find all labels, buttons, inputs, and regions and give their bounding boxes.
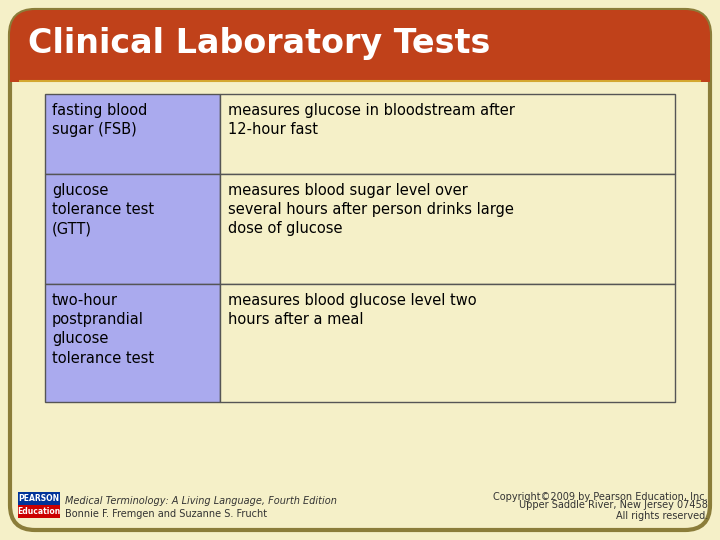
Text: measures blood glucose level two
hours after a meal: measures blood glucose level two hours a… xyxy=(228,293,477,327)
Text: measures glucose in bloodstream after
12-hour fast: measures glucose in bloodstream after 12… xyxy=(228,103,515,137)
Bar xyxy=(220,174,675,284)
Text: Bonnie F. Fremgen and Suzanne S. Frucht: Bonnie F. Fremgen and Suzanne S. Frucht xyxy=(65,509,267,519)
Text: two-hour
postprandial
glucose
tolerance test: two-hour postprandial glucose tolerance … xyxy=(52,293,154,366)
Bar xyxy=(45,94,220,174)
Text: Clinical Laboratory Tests: Clinical Laboratory Tests xyxy=(28,28,490,60)
Text: PEARSON: PEARSON xyxy=(19,494,60,503)
Bar xyxy=(18,505,60,518)
Text: Upper Saddle River, New Jersey 07458: Upper Saddle River, New Jersey 07458 xyxy=(519,500,708,510)
Text: fasting blood
sugar (FSB): fasting blood sugar (FSB) xyxy=(52,103,148,137)
FancyBboxPatch shape xyxy=(10,10,710,82)
Text: Medical Terminology: A Living Language, Fourth Edition: Medical Terminology: A Living Language, … xyxy=(65,496,337,506)
Bar xyxy=(45,174,220,284)
FancyBboxPatch shape xyxy=(10,10,710,530)
Bar xyxy=(220,284,675,402)
Bar xyxy=(18,492,60,505)
Text: Copyright©2009 by Pearson Education, Inc.: Copyright©2009 by Pearson Education, Inc… xyxy=(493,492,708,502)
Bar xyxy=(45,284,220,402)
Text: measures blood sugar level over
several hours after person drinks large
dose of : measures blood sugar level over several … xyxy=(228,183,514,237)
Bar xyxy=(220,94,675,174)
Bar xyxy=(10,57,710,82)
Text: glucose
tolerance test
(GTT): glucose tolerance test (GTT) xyxy=(52,183,154,237)
Text: Education: Education xyxy=(17,507,60,516)
Text: All rights reserved.: All rights reserved. xyxy=(616,511,708,521)
